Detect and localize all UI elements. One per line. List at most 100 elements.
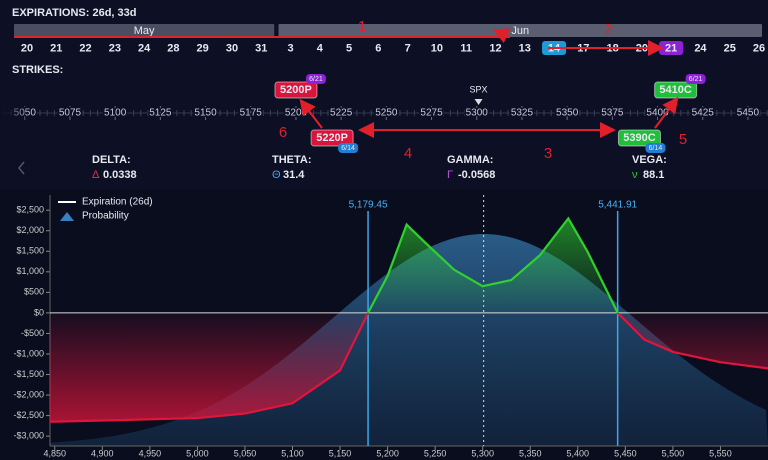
strike-label: 5175: [240, 108, 263, 119]
strike-label: 5300: [466, 108, 489, 119]
date[interactable]: 23: [109, 42, 121, 54]
strike-label: 5350: [556, 108, 579, 119]
date[interactable]: 12: [489, 42, 501, 54]
greek-value: 0.0338: [103, 169, 137, 181]
strike-label: 5150: [194, 108, 217, 119]
greek-name: DELTA:: [92, 154, 131, 166]
x-tick-label: 4,900: [91, 448, 114, 458]
leg-label: 5390C: [623, 132, 655, 144]
date[interactable]: 20: [21, 42, 33, 54]
x-tick-label: 5,500: [662, 448, 685, 458]
strike-label: 5100: [104, 108, 127, 119]
leg-expiry-tag: [645, 143, 666, 153]
date[interactable]: 24: [694, 42, 707, 54]
x-tick-label: 5,050: [234, 448, 257, 458]
date[interactable]: 22: [79, 42, 91, 54]
strike-label: 5125: [149, 108, 172, 119]
date[interactable]: 25: [724, 42, 736, 54]
date[interactable]: 28: [167, 42, 179, 54]
x-tick-label: 5,300: [471, 448, 494, 458]
strike-label: 5425: [692, 108, 715, 119]
annotation-arrows: [14, 28, 679, 138]
leg-expiry-tag: [305, 74, 326, 84]
strike-label: 5275: [420, 108, 443, 119]
arrow: [14, 28, 511, 44]
x-tick-label: 5,350: [519, 448, 542, 458]
selected-date[interactable]: [659, 41, 684, 55]
date[interactable]: 10: [431, 42, 443, 54]
strike-label: 5225: [330, 108, 353, 119]
date[interactable]: 13: [519, 42, 531, 54]
greek-value: 31.4: [283, 169, 305, 181]
date[interactable]: 21: [50, 42, 62, 54]
legend-label: Expiration (26d): [82, 197, 153, 208]
date[interactable]: 21: [665, 42, 677, 54]
leg-box: [617, 129, 661, 147]
pnl-area: [50, 218, 768, 422]
y-tick-label: $2,500: [16, 205, 44, 215]
month-label: May: [134, 25, 155, 37]
legend-probability-icon: [60, 212, 74, 221]
date[interactable]: 4: [317, 42, 324, 54]
greek-symbol: Δ: [92, 169, 100, 181]
leg-expiry: 6/14: [649, 145, 663, 152]
y-tick-label: -$2,000: [13, 389, 44, 399]
date[interactable]: 5: [346, 42, 352, 54]
date[interactable]: 29: [197, 42, 209, 54]
greek-name: VEGA:: [632, 154, 667, 166]
y-tick-label: -$3,000: [13, 431, 44, 441]
leg-label: 5220P: [316, 132, 348, 144]
underlying-label: SPX: [470, 84, 488, 94]
month-bar: [14, 24, 275, 37]
strike-label: 5250: [375, 108, 398, 119]
greek-value: -0.0568: [458, 169, 495, 181]
annotation-number: 3: [544, 145, 552, 162]
date[interactable]: 30: [226, 42, 238, 54]
date[interactable]: 26: [753, 42, 765, 54]
y-tick-label: $1,000: [16, 266, 44, 276]
date[interactable]: 24: [138, 42, 151, 54]
date[interactable]: 3: [287, 42, 293, 54]
y-tick-label: $500: [24, 287, 44, 297]
arrow: [654, 96, 679, 129]
date[interactable]: 7: [405, 42, 411, 54]
annotation-number: 1: [358, 18, 366, 35]
leg-expiry: 6/21: [689, 76, 703, 83]
greek-value: 88.1: [643, 169, 664, 181]
leg-expiry-tag: [338, 143, 359, 153]
y-tick-label: $0: [34, 307, 44, 317]
x-tick-label: 5,450: [614, 448, 637, 458]
date[interactable]: 11: [460, 42, 472, 54]
strike-label: 5075: [59, 108, 82, 119]
month-bar: [278, 24, 762, 37]
strike-label: 5325: [511, 108, 534, 119]
prev-arrow[interactable]: [18, 161, 25, 175]
leg-label: 5410C: [659, 84, 691, 96]
leg-expiry-tag: [685, 74, 706, 84]
leg-label: 5200P: [280, 84, 312, 96]
x-tick-label: 5,100: [281, 448, 304, 458]
y-tick-label: $2,000: [16, 225, 44, 235]
x-tick-label: 5,400: [567, 448, 590, 458]
strike-label: 5200: [285, 108, 308, 119]
y-tick-label: -$2,500: [13, 410, 44, 420]
strikes-label: STRIKES:: [12, 64, 63, 76]
month-label: Jun: [511, 25, 529, 37]
breakeven-label: 5,441.91: [598, 200, 637, 211]
legend-label: Probability: [82, 211, 129, 222]
x-tick-label: 4,850: [43, 448, 66, 458]
x-tick-label: 5,250: [424, 448, 447, 458]
date[interactable]: 6: [375, 42, 381, 54]
x-tick-label: 5,550: [709, 448, 732, 458]
expirations-label: EXPIRATIONS: 26d, 33d: [12, 7, 137, 19]
leg-expiry: 6/14: [341, 145, 355, 152]
strike-fade: [0, 100, 30, 126]
date[interactable]: 31: [255, 42, 267, 54]
greek-name: THETA:: [272, 154, 312, 166]
leg-expiry: 6/21: [309, 76, 323, 83]
x-tick-label: 5,000: [186, 448, 209, 458]
